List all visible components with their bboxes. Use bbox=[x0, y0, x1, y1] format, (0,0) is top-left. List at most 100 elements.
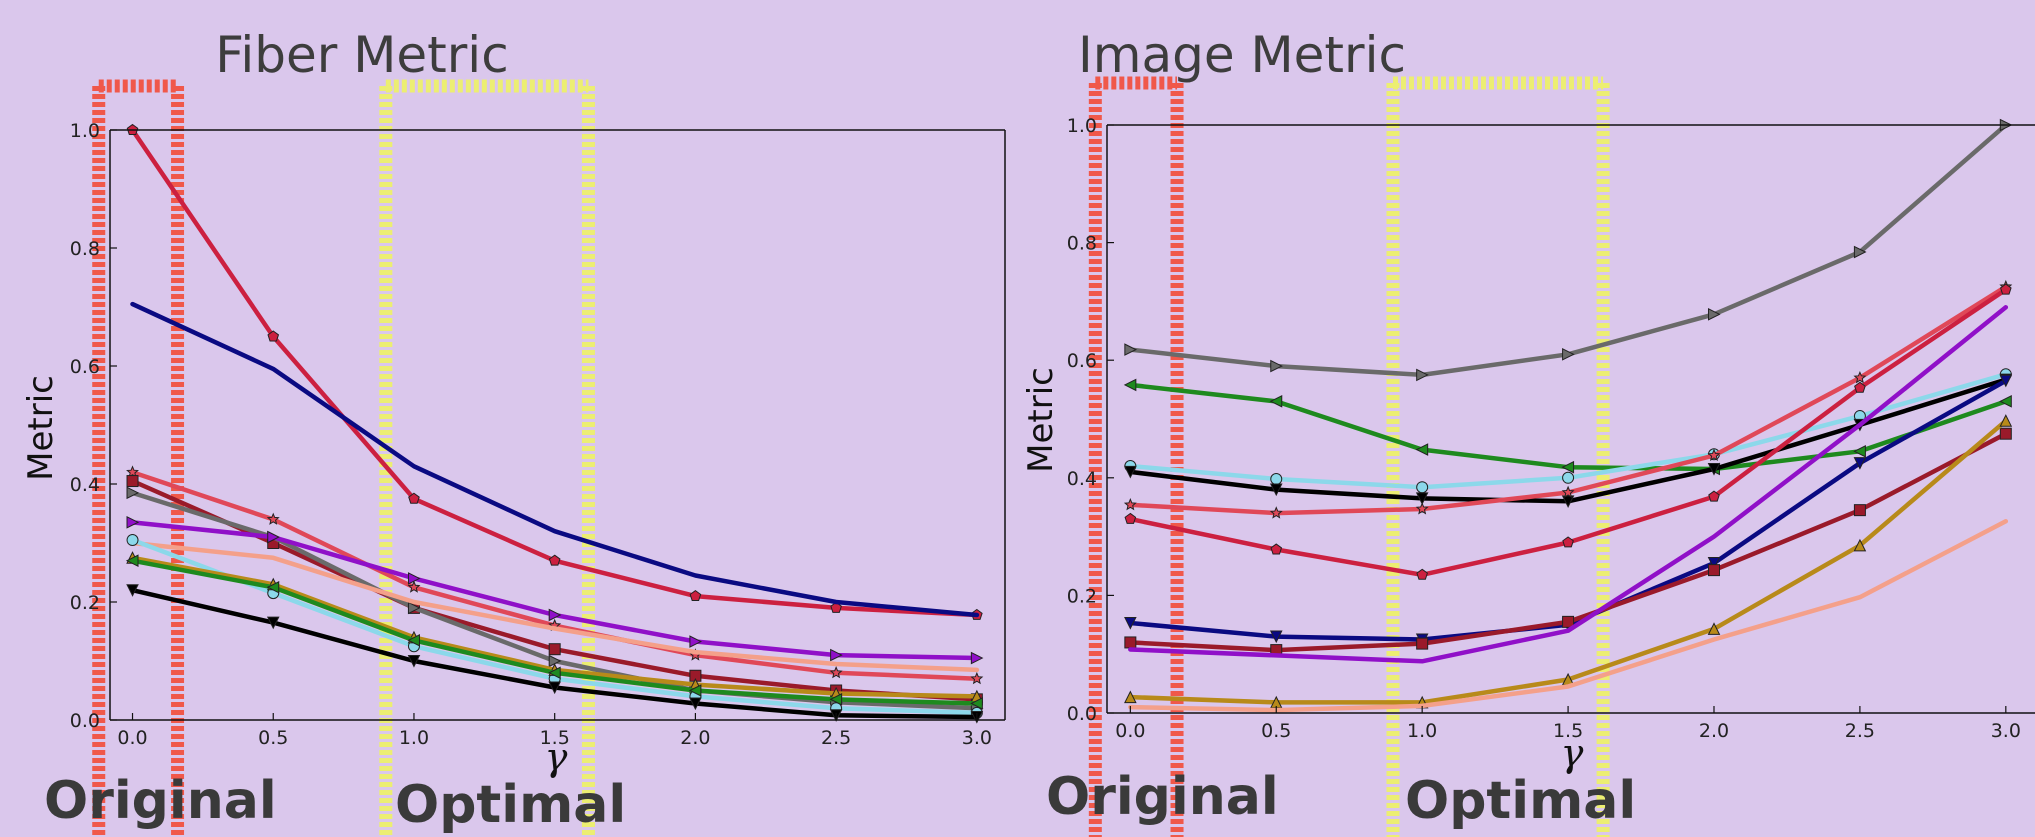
axes: 0.0 0.2 0.4 0.6 0.8 1.0 0.0 0.5 1.0 1.5 2.0 2.5 3.0 bbox=[1067, 115, 2035, 742]
series-line-2 bbox=[130, 301, 980, 618]
data-point bbox=[267, 530, 280, 544]
data-point bbox=[1415, 443, 1429, 456]
data-point bbox=[126, 516, 140, 529]
data-point bbox=[1853, 538, 1867, 552]
y-tick-label: 0.2 bbox=[70, 592, 100, 614]
x-tick-label: 2.5 bbox=[1845, 720, 1875, 742]
data-point bbox=[266, 512, 280, 525]
data-point bbox=[1853, 445, 1866, 458]
data-point bbox=[407, 572, 421, 585]
data-point bbox=[689, 697, 702, 711]
original-label: Original bbox=[1046, 767, 1279, 827]
chart-title: Fiber Metric bbox=[215, 26, 508, 84]
data-point bbox=[1707, 308, 1721, 321]
data-point bbox=[1999, 374, 2013, 388]
data-point bbox=[125, 554, 139, 568]
chart-title: Image Metric bbox=[1078, 26, 1406, 84]
data-point bbox=[126, 584, 139, 597]
data-point bbox=[830, 648, 843, 662]
plot-area bbox=[125, 123, 984, 724]
data-point bbox=[1562, 615, 1575, 628]
data-point bbox=[1707, 564, 1720, 577]
data-point bbox=[970, 671, 984, 685]
x-tick-label: 2.5 bbox=[821, 727, 851, 749]
data-point bbox=[1416, 637, 1429, 650]
data-point bbox=[1124, 343, 1137, 356]
region-overlays bbox=[92, 79, 595, 837]
original-label: Original bbox=[44, 771, 277, 831]
data-point bbox=[1415, 492, 1429, 505]
data-point bbox=[1707, 557, 1721, 570]
y-axis-label: Metric bbox=[1021, 367, 1061, 473]
data-point bbox=[548, 643, 561, 656]
data-point bbox=[1707, 622, 1721, 635]
plot-area bbox=[1123, 118, 2013, 713]
data-point bbox=[1269, 506, 1283, 519]
y-tick-label: 0.8 bbox=[1067, 233, 1097, 255]
data-point bbox=[407, 580, 421, 593]
data-point bbox=[267, 330, 280, 342]
data-point bbox=[1561, 485, 1575, 499]
data-point bbox=[407, 634, 420, 647]
data-point bbox=[1270, 472, 1283, 485]
axes: 0.0 0.2 0.4 0.6 0.8 1.0 0.0 0.5 1.0 1.5 2.0 2.5 3.0 bbox=[70, 120, 1006, 749]
data-point bbox=[1416, 568, 1428, 580]
x-tick-label: 0.0 bbox=[117, 727, 147, 749]
series-line-9 bbox=[1128, 305, 2009, 664]
x-axis-label: γ bbox=[1561, 731, 1584, 775]
fiber-metric-panel: Fiber Metric 0.0 0.2 0.4 0.6 0.8 1.0 0.0 0.5 1.0… bbox=[21, 26, 1006, 837]
data-point bbox=[1124, 465, 1137, 479]
data-point bbox=[1562, 536, 1574, 548]
data-point bbox=[1853, 245, 1867, 259]
data-point bbox=[970, 697, 983, 710]
data-point bbox=[1415, 502, 1429, 515]
data-point bbox=[1707, 462, 1721, 476]
x-tick-label: 0.5 bbox=[1261, 720, 1291, 742]
data-point bbox=[126, 475, 139, 488]
y-axis-label: Metric bbox=[21, 375, 61, 481]
data-point bbox=[689, 635, 703, 648]
x-tick-label: 2.0 bbox=[680, 727, 710, 749]
y-tick-label: 0.8 bbox=[70, 238, 100, 260]
data-point bbox=[1561, 495, 1575, 508]
data-point bbox=[408, 492, 420, 504]
series-line-7 bbox=[130, 540, 980, 673]
y-tick-label: 1.0 bbox=[1067, 115, 1097, 137]
data-point bbox=[1999, 427, 2012, 440]
y-tick-label: 0.4 bbox=[70, 474, 100, 496]
data-point bbox=[548, 554, 561, 566]
y-tick-label: 0.0 bbox=[1067, 703, 1097, 725]
data-point bbox=[126, 534, 139, 547]
data-point bbox=[1853, 371, 1867, 384]
x-tick-label: 2.0 bbox=[1699, 720, 1729, 742]
data-point bbox=[1854, 381, 1866, 393]
data-point bbox=[1124, 617, 1137, 630]
optimal-label: Optimal bbox=[395, 775, 626, 835]
y-tick-label: 0.6 bbox=[70, 356, 100, 378]
data-point bbox=[1269, 630, 1283, 644]
data-point bbox=[1999, 414, 2013, 427]
data-point bbox=[1999, 283, 2012, 295]
data-point bbox=[126, 465, 139, 478]
data-point bbox=[1270, 359, 1283, 373]
data-point bbox=[970, 651, 984, 665]
x-tick-label: 3.0 bbox=[962, 727, 992, 749]
x-tick-label: 1.5 bbox=[1553, 720, 1583, 742]
data-point bbox=[407, 601, 421, 615]
data-point bbox=[1269, 395, 1283, 408]
x-axis-label: γ bbox=[545, 735, 568, 779]
data-point bbox=[548, 666, 561, 680]
data-point bbox=[1416, 481, 1429, 494]
x-tick-label: 1.5 bbox=[540, 727, 570, 749]
data-point bbox=[1124, 690, 1137, 704]
y-tick-label: 0.4 bbox=[1067, 468, 1097, 490]
data-point bbox=[1269, 483, 1283, 497]
data-point bbox=[1561, 460, 1575, 474]
data-point bbox=[1270, 543, 1283, 555]
data-point bbox=[1853, 504, 1866, 517]
data-point bbox=[126, 486, 140, 500]
data-point bbox=[829, 693, 843, 706]
series-line-1 bbox=[130, 127, 980, 618]
series-line-10 bbox=[1128, 418, 2009, 705]
